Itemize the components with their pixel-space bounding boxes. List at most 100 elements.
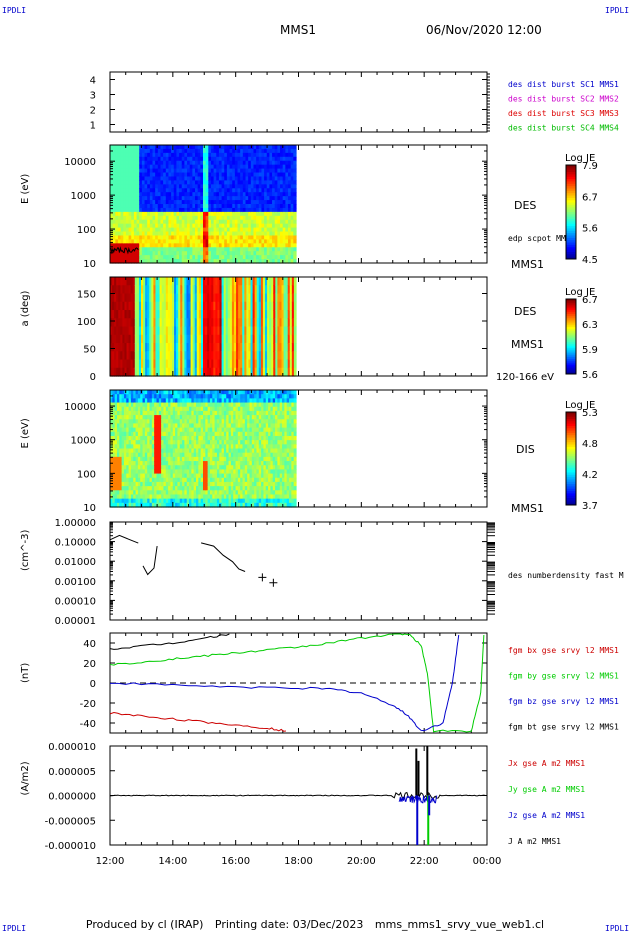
heatmap-cell — [137, 406, 141, 412]
heatmap-cell — [125, 255, 130, 260]
heatmap-cell — [121, 394, 125, 399]
heatmap-cell — [145, 326, 148, 336]
panel-label-des: DES — [514, 199, 536, 212]
heatmap-cell — [258, 207, 263, 213]
heatmap-cell — [282, 148, 286, 154]
heatmap-cell — [202, 184, 207, 189]
heatmap-cell — [115, 259, 119, 264]
heatmap-cell — [133, 423, 137, 429]
heatmap-cell — [121, 423, 125, 429]
heatmap-cell — [216, 184, 220, 189]
heatmap-cell — [274, 168, 278, 174]
heatmap-cell — [250, 259, 255, 264]
heatmap-cell — [272, 152, 276, 158]
heatmap-cell — [152, 168, 156, 174]
heatmap-cell — [165, 247, 170, 252]
heatmap-cell — [269, 207, 273, 213]
heatmap-cell — [277, 152, 281, 158]
heatmap-cell — [158, 448, 162, 454]
heatmap-cell — [110, 223, 114, 229]
heatmap-cell — [229, 192, 233, 197]
heatmap-cell — [112, 390, 116, 395]
heatmap-cell — [264, 235, 268, 240]
colorbar-segment — [566, 183, 576, 187]
heatmap-cell — [144, 188, 148, 193]
heatmap-cell — [184, 184, 188, 189]
heatmap-cell — [115, 211, 119, 217]
heatmap-cell — [141, 176, 146, 181]
heatmap-cell — [147, 184, 151, 189]
heatmap-cell — [144, 477, 148, 483]
heatmap-cell — [215, 301, 219, 311]
heatmap-cell — [112, 184, 116, 189]
heatmap-cell — [169, 326, 173, 336]
heatmap-cell — [245, 164, 249, 170]
heatmap-cell — [120, 231, 124, 237]
heatmap-cell — [277, 235, 281, 240]
heatmap-cell — [226, 227, 231, 233]
heatmap-cell — [149, 184, 154, 189]
colorbar-segment — [566, 167, 576, 171]
heatmap-cell — [277, 176, 281, 181]
heatmap-cell — [173, 145, 178, 150]
colorbar-segment — [566, 181, 576, 185]
heatmap-cell — [155, 188, 159, 193]
heatmap-cell — [161, 326, 165, 336]
heatmap-cell — [248, 343, 252, 352]
heatmap-cell — [213, 219, 217, 225]
heatmap-cell — [131, 204, 135, 209]
heatmap-cell — [124, 326, 128, 336]
heatmap-cell — [161, 415, 165, 420]
heatmap-cell — [177, 452, 181, 458]
heatmap-cell — [128, 239, 132, 244]
heatmap-cell — [120, 235, 124, 240]
heatmap-cell — [283, 285, 287, 295]
heatmap-cell — [271, 359, 274, 369]
heatmap-cell — [138, 277, 142, 286]
colorbar-segment — [566, 207, 576, 211]
heatmap-cell — [177, 498, 181, 504]
heatmap-cell — [143, 285, 146, 295]
heatmap-cell — [216, 227, 220, 233]
heatmap-cell — [207, 502, 211, 508]
heatmap-cell — [149, 145, 154, 150]
heatmap-cell — [147, 204, 151, 209]
heatmap-cell — [224, 223, 228, 229]
heatmap-cell — [219, 490, 223, 496]
heatmap-cell — [117, 207, 122, 213]
heatmap-cell — [240, 184, 244, 189]
heatmap-cell — [287, 310, 291, 319]
heatmap-cell — [112, 192, 116, 197]
heatmap-cell — [261, 211, 265, 217]
heatmap-cell — [144, 223, 148, 229]
heatmap-cell — [189, 469, 192, 475]
heatmap-cell — [256, 343, 260, 352]
heatmap-cell — [120, 277, 123, 286]
heatmap-cell — [192, 176, 196, 181]
heatmap-cell — [207, 456, 211, 462]
heatmap-cell — [189, 251, 193, 256]
heatmap-cell — [231, 367, 235, 377]
heatmap-cell — [163, 200, 167, 205]
heatmap-cell — [110, 211, 114, 217]
heatmap-cell — [115, 204, 119, 209]
heatmap-cell — [226, 444, 230, 450]
heatmap-cell — [141, 148, 146, 154]
colorbar-segment — [566, 216, 576, 220]
heatmap-cell — [188, 318, 192, 328]
heatmap-cell — [242, 231, 247, 237]
heatmap-cell — [282, 192, 286, 197]
heatmap-cell — [198, 494, 202, 500]
heatmap-cell — [200, 334, 204, 344]
heatmap-cell — [131, 251, 135, 256]
heatmap-cell — [252, 326, 256, 336]
heatmap-cell — [212, 390, 216, 395]
heatmap-cell — [213, 285, 216, 295]
heatmap-cell — [291, 334, 295, 344]
heatmap-cell — [130, 419, 134, 425]
heatmap-cell — [253, 184, 257, 189]
heatmap-cell — [124, 293, 128, 303]
heatmap-cell — [234, 160, 239, 166]
heatmap-cell — [245, 148, 249, 154]
heatmap-cell — [250, 243, 255, 248]
